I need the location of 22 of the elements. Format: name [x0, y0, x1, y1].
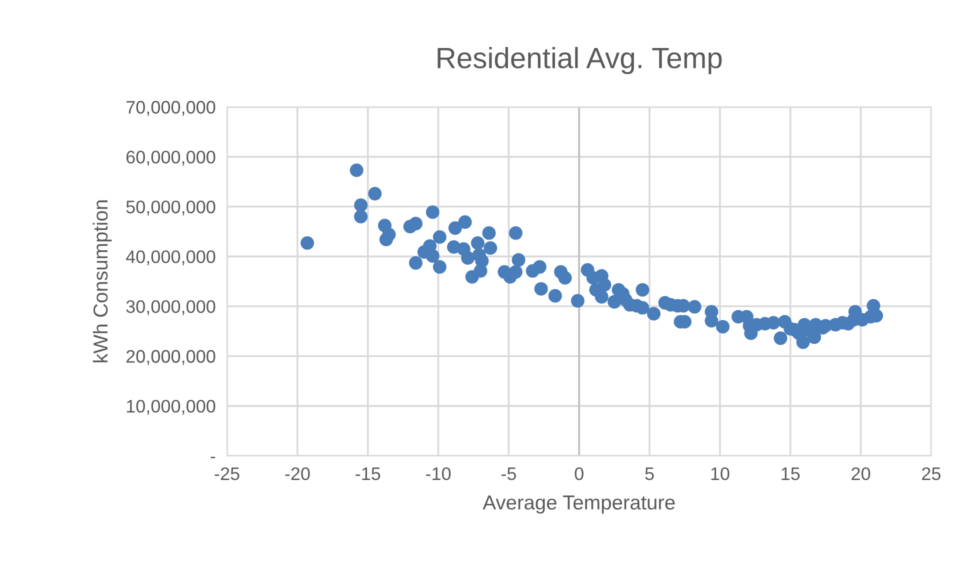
y-tick-label: 20,000,000	[126, 350, 216, 365]
x-tick-label: 15	[782, 468, 800, 480]
x-tick-label: -15	[356, 468, 380, 480]
x-axis-title: Average Temperature	[482, 496, 675, 514]
x-tick-label: 10	[711, 467, 730, 480]
x-tick-label: -5	[501, 468, 516, 480]
x-tick-label: 20	[852, 467, 870, 480]
y-tick-label: -	[210, 456, 216, 458]
y-tick-label: 10,000,000	[126, 400, 216, 415]
y-tick-label: 50,000,000	[126, 200, 216, 216]
y-tick-label: 40,000,000	[126, 250, 216, 266]
y-axis-title: kWh Consumption	[92, 200, 112, 362]
chart-title: Residential Avg. Temp	[438, 46, 722, 74]
y-tick-label: 30,000,000	[126, 300, 216, 316]
y-tick-label: 70,000,000	[126, 100, 216, 116]
y-tick-label: 60,000,000	[126, 150, 216, 166]
x-tick-label: 5	[645, 468, 654, 480]
x-tick-label: 0	[574, 467, 584, 480]
x-tick-label: -20	[285, 467, 310, 480]
x-tick-label: 25	[922, 467, 940, 480]
x-tick-label: -10	[426, 467, 451, 480]
x-tick-label: -25	[214, 467, 240, 480]
